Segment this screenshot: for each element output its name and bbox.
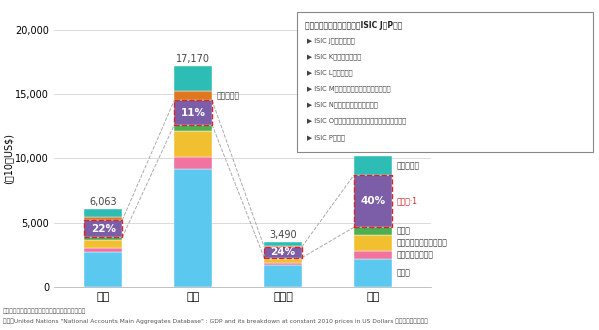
Bar (264, 265, 302, 287)
Text: 【その他に含まれる項目（ISIC J～P）】: 【その他に含まれる項目（ISIC J～P）】 (305, 21, 403, 30)
Text: 建設業: 建設業 (396, 227, 410, 236)
Bar (174, 131, 212, 157)
Text: 鉱業・公益: 鉱業・公益 (217, 91, 240, 100)
Bar (354, 227, 392, 235)
Bar (264, 259, 302, 263)
Text: 40%: 40% (361, 196, 385, 206)
Text: 農林水産業: 農林水産業 (396, 161, 419, 170)
Bar (84, 209, 122, 217)
Bar (174, 125, 212, 131)
Bar (84, 220, 122, 237)
Bar (264, 246, 302, 247)
Bar (354, 156, 392, 175)
Text: 22%: 22% (91, 224, 116, 234)
Text: ▶ ISIC K：金融・保険業: ▶ ISIC K：金融・保険業 (307, 53, 361, 60)
Bar (354, 251, 392, 259)
Bar (84, 217, 122, 220)
Bar (84, 252, 122, 287)
Text: 11%: 11% (181, 108, 205, 117)
Bar (174, 91, 212, 100)
Bar (174, 157, 212, 169)
Text: ▶ ISIC N：管理・支援サービス業: ▶ ISIC N：管理・支援サービス業 (307, 102, 377, 108)
Text: 17,170: 17,170 (176, 54, 210, 64)
Text: 卸売・小卖業・レジャー: 卸売・小卖業・レジャー (396, 239, 447, 248)
Text: 3,490: 3,490 (269, 230, 297, 240)
Text: 備考：中国の「製造業」には「鉱業・公益」を含む: 備考：中国の「製造業」には「鉱業・公益」を含む (3, 308, 86, 314)
Bar (354, 259, 392, 287)
Text: 6,063: 6,063 (89, 197, 117, 207)
Bar (174, 66, 212, 91)
Bar (264, 258, 302, 259)
Text: 24%: 24% (271, 247, 295, 257)
Bar (264, 263, 302, 265)
Text: その他: その他 (396, 268, 410, 278)
Bar (264, 247, 302, 258)
Bar (174, 169, 212, 287)
Text: 製造業·1: 製造業·1 (396, 197, 418, 206)
Text: ▶ ISIC J：情報通信業: ▶ ISIC J：情報通信業 (307, 37, 355, 44)
Bar (354, 235, 392, 251)
Text: ▶ ISIC M：専門・科学・技術サービス業: ▶ ISIC M：専門・科学・技術サービス業 (307, 85, 390, 92)
Text: ▶ ISIC P：教育: ▶ ISIC P：教育 (307, 134, 344, 141)
Text: 運輸・倉庫・通信: 運輸・倉庫・通信 (396, 250, 433, 260)
Bar (84, 240, 122, 248)
Text: 10,155: 10,155 (356, 145, 390, 154)
Bar (264, 242, 302, 246)
Bar (84, 248, 122, 252)
Text: ▶ ISIC O：公務、および国防、強制社会保障事業: ▶ ISIC O：公務、および国防、強制社会保障事業 (307, 118, 406, 124)
Text: ▶ ISIC L：不動産業: ▶ ISIC L：不動産業 (307, 69, 352, 76)
Bar (84, 237, 122, 240)
Y-axis label: (４10億US$): (４10億US$) (4, 133, 14, 184)
Text: 資料：United Nations "National Accounts Main Aggregates Database" : GDP and its bre: 資料：United Nations "National Accounts Mai… (3, 319, 428, 324)
Bar (354, 175, 392, 227)
Bar (174, 100, 212, 125)
